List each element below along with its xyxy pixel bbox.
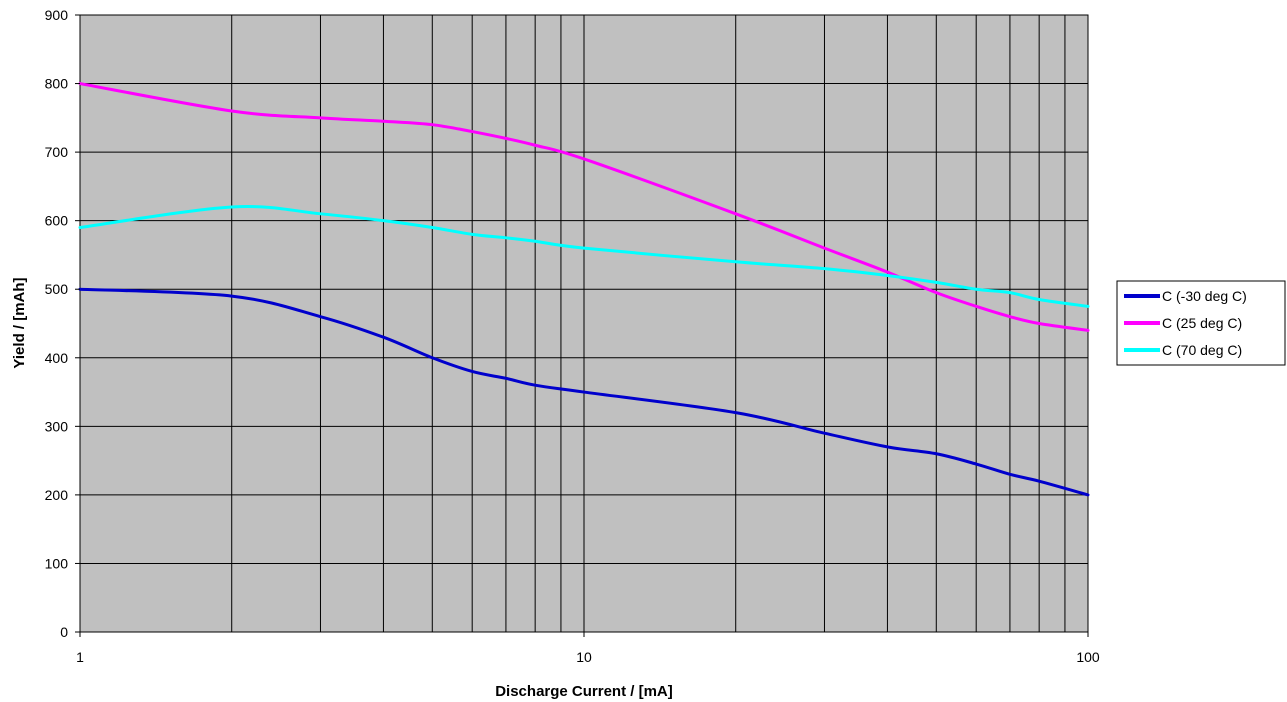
- series-line-c-25-deg-c: [78, 82, 1090, 332]
- series-line-c-30-deg-c: [78, 287, 1090, 497]
- y-tick-labels: 0 100 200 300 400 500 600 700 800 900: [45, 7, 80, 640]
- x-tick-labels: 1 10 100: [76, 632, 1100, 665]
- y-tick-label: 300: [45, 418, 69, 434]
- x-tick-label: 100: [1076, 649, 1100, 665]
- y-tick-label: 400: [45, 350, 69, 366]
- y-tick-label: 900: [45, 7, 69, 23]
- series-layer: [78, 82, 1090, 497]
- legend: C (-30 deg C) C (25 deg C) C (70 deg C): [1116, 280, 1286, 366]
- y-axis-label: Yield / [mAh]: [11, 277, 28, 368]
- x-axis-label: Discharge Current / [mA]: [495, 683, 673, 700]
- y-tick-label: 500: [45, 281, 69, 297]
- y-tick-label: 200: [45, 487, 69, 503]
- x-tick-label: 10: [576, 649, 592, 665]
- y-tick-label: 100: [45, 555, 69, 571]
- y-tick-label: 0: [60, 624, 68, 640]
- y-tick-label: 600: [45, 213, 69, 229]
- y-tick-label: 700: [45, 144, 69, 160]
- legend-label-c-25-deg-c: C (25 deg C): [1162, 315, 1242, 331]
- legend-label-c-70-deg-c: C (70 deg C): [1162, 342, 1242, 358]
- x-tick-label: 1: [76, 649, 84, 665]
- series-line-c-70-deg-c: [78, 205, 1090, 308]
- legend-label-c-30-deg-c: C (-30 deg C): [1162, 288, 1247, 304]
- grid-lines: [80, 15, 1088, 632]
- y-tick-label: 800: [45, 76, 69, 92]
